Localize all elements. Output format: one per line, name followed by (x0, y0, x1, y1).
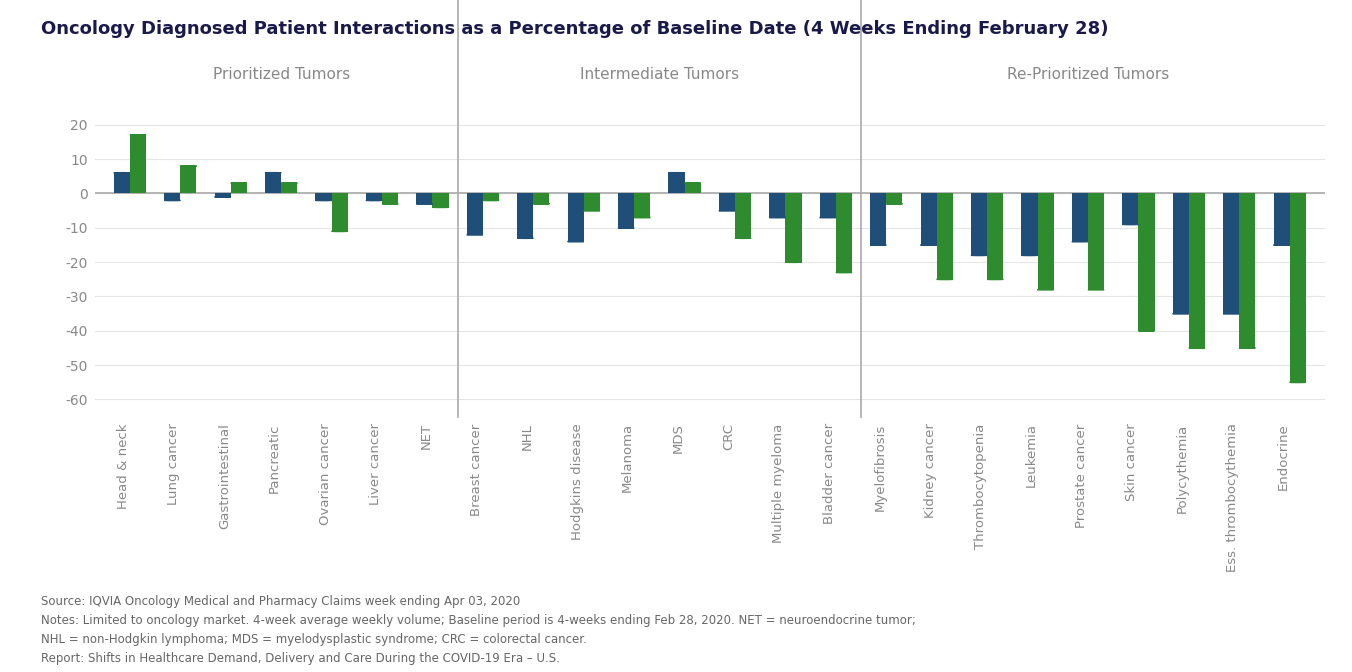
Text: Source: IQVIA Oncology Medical and Pharmacy Claims week ending Apr 03, 2020
Note: Source: IQVIA Oncology Medical and Pharm… (41, 595, 915, 665)
Bar (584, 194, 600, 210)
Text: Bladder cancer: Bladder cancer (823, 423, 836, 524)
Bar (315, 194, 331, 200)
Bar (1224, 194, 1240, 314)
Text: Breast cancer: Breast cancer (470, 423, 483, 515)
Bar (114, 173, 130, 194)
Text: Endocrine: Endocrine (1276, 423, 1290, 490)
Bar (719, 194, 735, 210)
Bar (769, 194, 786, 218)
Text: Thrombocytopenia: Thrombocytopenia (975, 423, 987, 548)
Text: Pancreatic: Pancreatic (268, 423, 281, 493)
Bar (668, 173, 684, 194)
Bar (1240, 194, 1256, 348)
Bar (331, 194, 347, 231)
Bar (1122, 194, 1138, 224)
Text: Intermediate Tumors: Intermediate Tumors (580, 67, 740, 82)
Bar (483, 194, 499, 200)
Text: Hodgkins disease: Hodgkins disease (571, 423, 584, 540)
Bar (684, 183, 700, 194)
Bar (1021, 194, 1037, 255)
Bar (366, 194, 383, 200)
Bar (1072, 194, 1088, 241)
Bar (164, 194, 180, 200)
Bar (568, 194, 584, 241)
Text: Multiple myeloma: Multiple myeloma (772, 423, 786, 542)
Bar (180, 166, 196, 194)
Text: Liver cancer: Liver cancer (369, 423, 383, 505)
Bar (215, 194, 231, 197)
Bar (819, 194, 836, 218)
Text: NHL: NHL (521, 423, 533, 450)
Bar (836, 194, 852, 272)
Bar (281, 183, 297, 194)
Text: Head & neck: Head & neck (116, 423, 130, 509)
Text: Skin cancer: Skin cancer (1125, 423, 1138, 501)
Bar (1290, 194, 1306, 382)
Bar (1037, 194, 1053, 290)
Bar (634, 194, 650, 218)
Bar (1274, 194, 1290, 245)
Bar (130, 135, 146, 194)
Bar (533, 194, 549, 204)
Bar (871, 194, 887, 245)
Text: Leukemia: Leukemia (1025, 423, 1037, 487)
Text: CRC: CRC (722, 423, 735, 450)
Text: Prostate cancer: Prostate cancer (1075, 423, 1088, 528)
Bar (618, 194, 634, 228)
Bar (518, 194, 533, 238)
Text: Gastrointestinal: Gastrointestinal (218, 423, 231, 530)
Text: Oncology Diagnosed Patient Interactions as a Percentage of Baseline Date (4 Week: Oncology Diagnosed Patient Interactions … (41, 20, 1109, 38)
Text: Kidney cancer: Kidney cancer (923, 423, 937, 518)
Bar (265, 173, 281, 194)
Bar (466, 194, 483, 235)
Bar (231, 183, 247, 194)
Text: Lung cancer: Lung cancer (168, 423, 180, 505)
Text: Ovarian cancer: Ovarian cancer (319, 423, 331, 525)
Bar (433, 194, 449, 207)
Bar (1088, 194, 1105, 290)
Bar (1188, 194, 1205, 348)
Text: Ess. thrombocythemia: Ess. thrombocythemia (1226, 423, 1240, 573)
Bar (735, 194, 752, 238)
Bar (987, 194, 1003, 280)
Bar (416, 194, 433, 204)
Bar (937, 194, 953, 280)
Text: Melanoma: Melanoma (621, 423, 634, 493)
Text: NET: NET (419, 423, 433, 450)
Text: Prioritized Tumors: Prioritized Tumors (212, 67, 350, 82)
Text: Polycythemia: Polycythemia (1176, 423, 1188, 513)
Bar (887, 194, 902, 204)
Bar (383, 194, 399, 204)
Bar (1172, 194, 1188, 314)
Bar (971, 194, 987, 255)
Text: MDS: MDS (672, 423, 684, 453)
Text: Re-Prioritized Tumors: Re-Prioritized Tumors (1007, 67, 1169, 82)
Bar (1138, 194, 1155, 331)
Bar (921, 194, 937, 245)
Text: Myelofibrosis: Myelofibrosis (873, 423, 887, 511)
Bar (786, 194, 802, 262)
